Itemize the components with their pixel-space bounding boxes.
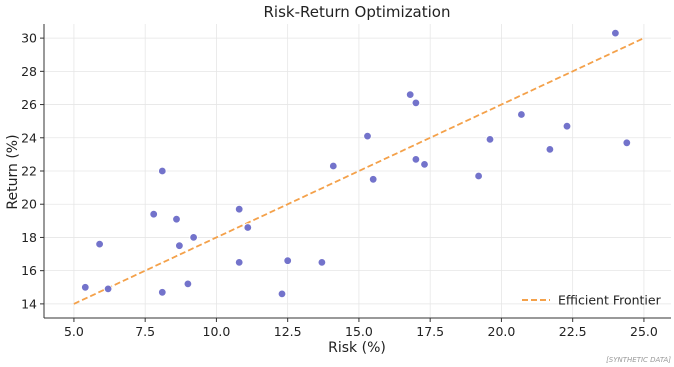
- scatter-point: [103, 284, 113, 294]
- points-layer: [81, 28, 631, 299]
- scatter-point: [175, 241, 184, 250]
- scatter-point: [329, 161, 338, 171]
- x-tick-label: 12.5: [274, 324, 302, 339]
- scatter-point: [485, 135, 495, 144]
- y-tick-label: 24: [21, 130, 37, 145]
- efficient-frontier-line: [73, 37, 645, 305]
- series-layer: [73, 37, 645, 305]
- y-axis-label: Return (%): [5, 134, 21, 209]
- x-tick-label: 15.0: [345, 324, 373, 339]
- scatter-point: [95, 239, 104, 249]
- y-tick-label: 26: [21, 97, 37, 112]
- chart-title: Risk-Return Optimization: [263, 3, 450, 21]
- scatter-point: [411, 98, 421, 108]
- scatter-point: [243, 223, 252, 232]
- scatter-point: [611, 28, 620, 38]
- y-tick-label: 18: [21, 230, 37, 245]
- x-axis-label: Risk (%): [328, 340, 386, 356]
- ticks-layer: 5.0 7.5 10.0 12.5 15.0 17.5 20.0 22.5 25.0 14 16 18…: [21, 31, 658, 339]
- scatter-point: [149, 209, 158, 219]
- y-tick-label: 28: [21, 64, 37, 79]
- scatter-point: [183, 279, 193, 289]
- y-tick-label: 30: [21, 31, 37, 46]
- x-tick-label: 25.0: [630, 324, 658, 339]
- scatter-point: [363, 131, 372, 141]
- grid-layer: [44, 24, 671, 318]
- scatter-point: [411, 155, 421, 164]
- scatter-point: [81, 283, 90, 292]
- y-tick-label: 14: [21, 296, 37, 311]
- y-tick-label: 20: [21, 197, 37, 212]
- x-tick-label: 22.5: [559, 324, 587, 339]
- scatter-point: [317, 258, 327, 267]
- scatter-point: [474, 171, 483, 181]
- scatter-point: [172, 214, 181, 224]
- y-tick-label: 22: [21, 164, 37, 179]
- scatter-point: [283, 256, 292, 265]
- watermark-text: [SYNTHETIC DATA]: [606, 356, 671, 364]
- scatter-point: [158, 166, 167, 176]
- x-tick-label: 17.5: [416, 324, 444, 339]
- scatter-point: [562, 121, 572, 131]
- scatter-point: [420, 160, 429, 169]
- y-tick-label: 16: [21, 263, 37, 278]
- scatter-point: [189, 233, 198, 242]
- legend: Efficient Frontier: [522, 293, 662, 308]
- x-tick-label: 10.0: [203, 324, 231, 339]
- scatter-point: [158, 288, 167, 297]
- scatter-point: [234, 204, 244, 214]
- scatter-point: [277, 289, 287, 299]
- x-tick-label: 20.0: [488, 324, 516, 339]
- scatter-point: [406, 90, 415, 99]
- legend-label-efficient-frontier: Efficient Frontier: [558, 293, 662, 308]
- scatter-point: [545, 145, 555, 154]
- scatter-point: [517, 110, 526, 119]
- x-tick-label: 7.5: [135, 324, 155, 339]
- scatter-point: [369, 175, 378, 184]
- x-tick-label: 5.0: [64, 324, 84, 339]
- scatter-point: [622, 138, 631, 147]
- scatter-point: [234, 258, 244, 267]
